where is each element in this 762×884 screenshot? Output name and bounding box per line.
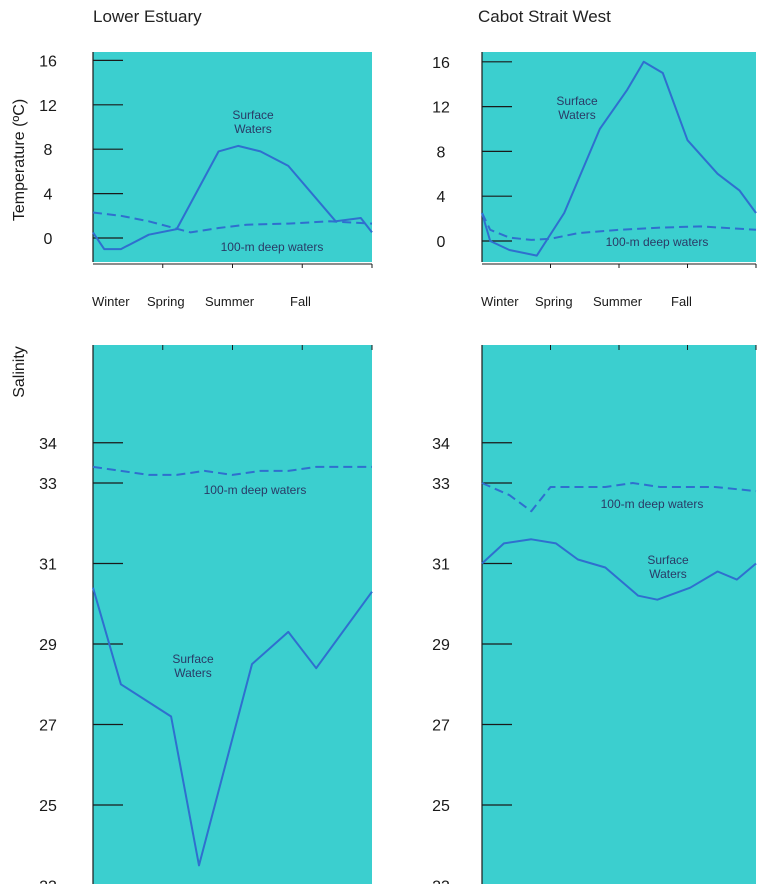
y-tick-label: 8	[437, 144, 446, 161]
x-category-label-summer: Summer	[593, 294, 643, 309]
y-tick-label: 27	[39, 718, 57, 735]
y-tick-label: 34	[39, 436, 57, 453]
x-category-label-summer: Summer	[205, 294, 255, 309]
annotation-label: 100-m deep waters	[601, 497, 704, 511]
y-tick-label: 4	[437, 189, 446, 206]
y-tick-label: 0	[44, 231, 53, 248]
annotation-label: Waters	[649, 567, 687, 581]
annotation-label: 100-m deep waters	[606, 235, 709, 249]
chart-title: Lower Estuary	[93, 7, 202, 26]
annotation-label: Surface	[556, 94, 598, 108]
series-line-surface-waters	[92, 144, 373, 251]
y-tick-label: 8	[44, 142, 53, 159]
annotation-label: Surface	[232, 108, 274, 122]
x-category-label-winter: Winter	[92, 294, 130, 309]
y-tick-label: 33	[39, 476, 57, 493]
annotation-label: 100-m deep waters	[221, 240, 324, 254]
y-tick-label: 23	[432, 879, 450, 884]
y-tick-label: 23	[39, 879, 57, 884]
series-line-surface-waters	[92, 587, 373, 867]
annotation-label: Waters	[234, 122, 272, 136]
series-line-100-m-deep-waters	[481, 482, 757, 513]
chart-panel-2: Cabot Strait West 16 12 8 4 0 Winter Spring Summ…	[432, 7, 757, 309]
x-category-label-winter: Winter	[481, 294, 519, 309]
chart-title: Cabot Strait West	[478, 7, 611, 26]
chart-panel-1: Lower Estuary 16 12 8 4 0 Winter Spring Summer Fa…	[39, 7, 373, 309]
y-tick-label: 29	[432, 637, 450, 654]
chart-panel-3: 34 33 31 29 27 25 23 100-m deep waters SurfaceWa…	[39, 345, 373, 884]
y-tick-label: 0	[437, 234, 446, 251]
series-line-surface-waters	[481, 60, 757, 257]
x-category-label-spring: Spring	[535, 294, 573, 309]
y-tick-label: 12	[432, 100, 450, 117]
y-tick-label: 29	[39, 637, 57, 654]
y-tick-label: 33	[432, 476, 450, 493]
plot-background	[482, 345, 756, 884]
y-tick-label: 25	[39, 798, 57, 815]
y-tick-label: 4	[44, 187, 53, 204]
temperature-axis-label: Temperature (ºC)	[11, 99, 28, 221]
annotation-label: Surface	[172, 652, 214, 666]
y-tick-label: 25	[432, 798, 450, 815]
x-category-label-spring: Spring	[147, 294, 185, 309]
y-tick-label: 34	[432, 436, 450, 453]
series-line-100-m-deep-waters	[92, 211, 373, 234]
y-tick-label: 31	[39, 557, 57, 574]
x-category-label-fall: Fall	[671, 294, 692, 309]
series-line-100-m-deep-waters	[92, 465, 372, 476]
annotation-label: 100-m deep waters	[204, 483, 307, 497]
chart-panel-4: 34 33 31 29 27 25 23 100-m deep waters SurfaceWa…	[432, 345, 757, 884]
plot-background	[93, 345, 372, 884]
y-tick-label: 12	[39, 98, 57, 115]
y-tick-label: 31	[432, 557, 450, 574]
salinity-axis-label: Salinity	[11, 346, 28, 398]
annotation-label: Surface	[647, 553, 689, 567]
y-tick-label: 16	[39, 53, 57, 70]
x-category-label-fall: Fall	[290, 294, 311, 309]
plot-background	[93, 52, 372, 262]
series-line-100-m-deep-waters	[481, 212, 757, 241]
plot-background	[482, 52, 756, 262]
y-tick-label: 16	[432, 55, 450, 72]
y-tick-label: 27	[432, 718, 450, 735]
series-line-surface-waters	[481, 538, 757, 601]
annotation-label: Waters	[174, 666, 212, 680]
annotation-label: Waters	[558, 108, 596, 122]
